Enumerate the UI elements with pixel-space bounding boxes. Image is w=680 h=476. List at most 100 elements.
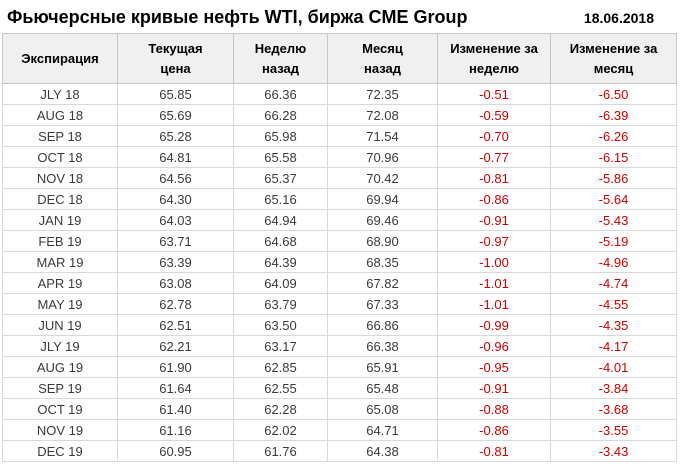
current-price-cell: 62.21 bbox=[117, 335, 234, 357]
week-change-cell: -0.81 bbox=[437, 167, 551, 189]
current-price-cell: 63.08 bbox=[117, 272, 234, 294]
month-ago-cell: 67.33 bbox=[327, 293, 438, 315]
month-change-cell: -3.68 bbox=[550, 398, 677, 420]
week-ago-cell: 64.94 bbox=[233, 209, 328, 231]
month-change-cell: -3.43 bbox=[550, 440, 677, 462]
week-ago-cell: 66.36 bbox=[233, 83, 328, 105]
week-ago-cell: 64.68 bbox=[233, 230, 328, 252]
current-price-cell: 61.16 bbox=[117, 419, 234, 441]
week-ago-cell: 62.55 bbox=[233, 377, 328, 399]
month-ago-cell: 66.86 bbox=[327, 314, 438, 336]
month-change-cell: -3.84 bbox=[550, 377, 677, 399]
month-change-cell: -4.35 bbox=[550, 314, 677, 336]
week-change-cell: -0.99 bbox=[437, 314, 551, 336]
table-row: APR 19 63.08 64.09 67.82 -1.01 -4.74 bbox=[2, 272, 677, 294]
month-change-cell: -4.74 bbox=[550, 272, 677, 294]
expiration-cell: JLY 19 bbox=[2, 335, 118, 357]
futures-table-body: JLY 18 65.85 66.36 72.35 -0.51 -6.50 AUG 18 65.… bbox=[2, 83, 677, 462]
month-ago-cell: 68.90 bbox=[327, 230, 438, 252]
table-row: NOV 19 61.16 62.02 64.71 -0.86 -3.55 bbox=[2, 419, 677, 441]
column-header-month-change: Изменение за месяц bbox=[550, 33, 677, 84]
expiration-cell: SEP 18 bbox=[2, 125, 118, 147]
week-change-cell: -0.91 bbox=[437, 377, 551, 399]
expiration-cell: JUN 19 bbox=[2, 314, 118, 336]
month-ago-cell: 64.71 bbox=[327, 419, 438, 441]
month-change-cell: -6.15 bbox=[550, 146, 677, 168]
page-title: Фьючерсные кривые нефть WTI, биржа CME G… bbox=[7, 7, 468, 27]
week-ago-cell: 62.28 bbox=[233, 398, 328, 420]
table-row: DEC 19 60.95 61.76 64.38 -0.81 -3.43 bbox=[2, 440, 677, 462]
week-change-cell: -0.86 bbox=[437, 419, 551, 441]
month-change-cell: -5.43 bbox=[550, 209, 677, 231]
week-change-cell: -1.00 bbox=[437, 251, 551, 273]
month-change-cell: -4.01 bbox=[550, 356, 677, 378]
month-change-cell: -4.55 bbox=[550, 293, 677, 315]
month-change-cell: -6.39 bbox=[550, 104, 677, 126]
week-change-cell: -0.86 bbox=[437, 188, 551, 210]
week-ago-cell: 61.76 bbox=[233, 440, 328, 462]
week-ago-cell: 62.85 bbox=[233, 356, 328, 378]
month-change-cell: -6.50 bbox=[550, 83, 677, 105]
column-header-week-ago: Неделю назад bbox=[233, 33, 328, 84]
month-ago-cell: 69.94 bbox=[327, 188, 438, 210]
week-ago-cell: 65.58 bbox=[233, 146, 328, 168]
expiration-cell: AUG 19 bbox=[2, 356, 118, 378]
table-row: JAN 19 64.03 64.94 69.46 -0.91 -5.43 bbox=[2, 209, 677, 231]
table-row: SEP 19 61.64 62.55 65.48 -0.91 -3.84 bbox=[2, 377, 677, 399]
month-ago-cell: 69.46 bbox=[327, 209, 438, 231]
expiration-cell: MAY 19 bbox=[2, 293, 118, 315]
current-price-cell: 61.40 bbox=[117, 398, 234, 420]
week-change-cell: -0.91 bbox=[437, 209, 551, 231]
current-price-cell: 63.71 bbox=[117, 230, 234, 252]
column-header-current-price: Текущая цена bbox=[117, 33, 234, 84]
month-change-cell: -4.17 bbox=[550, 335, 677, 357]
table-row: JUN 19 62.51 63.50 66.86 -0.99 -4.35 bbox=[2, 314, 677, 336]
expiration-cell: OCT 19 bbox=[2, 398, 118, 420]
month-ago-cell: 66.38 bbox=[327, 335, 438, 357]
title-bar: Фьючерсные кривые нефть WTI, биржа CME G… bbox=[0, 0, 680, 33]
expiration-cell: JLY 18 bbox=[2, 83, 118, 105]
week-ago-cell: 65.16 bbox=[233, 188, 328, 210]
month-ago-cell: 72.08 bbox=[327, 104, 438, 126]
week-change-cell: -0.95 bbox=[437, 356, 551, 378]
week-change-cell: -0.97 bbox=[437, 230, 551, 252]
report-date: 18.06.2018 bbox=[583, 9, 654, 26]
current-price-cell: 64.03 bbox=[117, 209, 234, 231]
expiration-cell: DEC 19 bbox=[2, 440, 118, 462]
month-change-cell: -6.26 bbox=[550, 125, 677, 147]
month-ago-cell: 68.35 bbox=[327, 251, 438, 273]
column-header-month-ago: Месяц назад bbox=[327, 33, 438, 84]
futures-table: Экспирация Текущая цена Неделю назад Мес… bbox=[2, 33, 677, 462]
month-ago-cell: 71.54 bbox=[327, 125, 438, 147]
expiration-cell: MAR 19 bbox=[2, 251, 118, 273]
current-price-cell: 61.64 bbox=[117, 377, 234, 399]
table-row: AUG 18 65.69 66.28 72.08 -0.59 -6.39 bbox=[2, 104, 677, 126]
week-ago-cell: 65.98 bbox=[233, 125, 328, 147]
table-row: OCT 18 64.81 65.58 70.96 -0.77 -6.15 bbox=[2, 146, 677, 168]
week-change-cell: -0.88 bbox=[437, 398, 551, 420]
current-price-cell: 62.78 bbox=[117, 293, 234, 315]
month-ago-cell: 65.48 bbox=[327, 377, 438, 399]
current-price-cell: 64.81 bbox=[117, 146, 234, 168]
week-change-cell: -0.51 bbox=[437, 83, 551, 105]
month-change-cell: -4.96 bbox=[550, 251, 677, 273]
expiration-cell: NOV 18 bbox=[2, 167, 118, 189]
current-price-cell: 64.56 bbox=[117, 167, 234, 189]
expiration-cell: OCT 18 bbox=[2, 146, 118, 168]
expiration-cell: APR 19 bbox=[2, 272, 118, 294]
table-row: FEB 19 63.71 64.68 68.90 -0.97 -5.19 bbox=[2, 230, 677, 252]
week-change-cell: -0.81 bbox=[437, 440, 551, 462]
column-header-expiration: Экспирация bbox=[2, 33, 118, 84]
expiration-cell: DEC 18 bbox=[2, 188, 118, 210]
month-change-cell: -5.19 bbox=[550, 230, 677, 252]
expiration-cell: NOV 19 bbox=[2, 419, 118, 441]
week-change-cell: -1.01 bbox=[437, 293, 551, 315]
table-row: DEC 18 64.30 65.16 69.94 -0.86 -5.64 bbox=[2, 188, 677, 210]
month-ago-cell: 70.42 bbox=[327, 167, 438, 189]
week-ago-cell: 66.28 bbox=[233, 104, 328, 126]
month-change-cell: -3.55 bbox=[550, 419, 677, 441]
week-ago-cell: 64.09 bbox=[233, 272, 328, 294]
month-ago-cell: 70.96 bbox=[327, 146, 438, 168]
current-price-cell: 60.95 bbox=[117, 440, 234, 462]
expiration-cell: FEB 19 bbox=[2, 230, 118, 252]
